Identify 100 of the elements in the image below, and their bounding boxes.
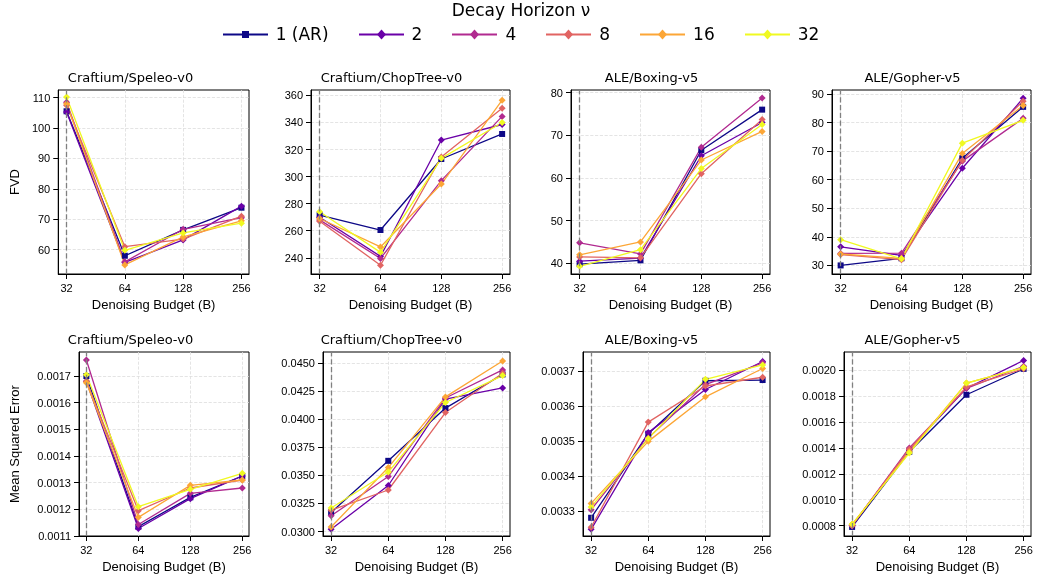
y-tick-label: 40 bbox=[811, 230, 824, 243]
y-tick-label: 0.0425 bbox=[280, 385, 315, 398]
y-tick-label: 0.0012 bbox=[801, 467, 836, 480]
x-tick-label: 64 bbox=[634, 281, 647, 294]
x-tick-label: 64 bbox=[373, 281, 387, 294]
y-tick-label: 90 bbox=[38, 152, 51, 165]
x-tick-label: 32 bbox=[573, 281, 586, 294]
x-tick-label: 128 bbox=[435, 543, 455, 556]
x-axis-title: Denoising Budget (B) bbox=[102, 559, 226, 574]
x-tick-label: 64 bbox=[132, 543, 145, 556]
y-tick-label: 60 bbox=[811, 173, 824, 186]
legend-label: 32 bbox=[797, 24, 820, 44]
y-tick-label: 90 bbox=[811, 88, 824, 100]
y-tick-label: 0.0034 bbox=[541, 470, 575, 483]
y-tick-label: 100 bbox=[31, 122, 51, 135]
y-tick-label: 50 bbox=[811, 202, 824, 215]
y-tick-label: 240 bbox=[284, 251, 303, 264]
y-tick-label: 0.0016 bbox=[801, 415, 836, 428]
chart-title: Craftium/ChopTree-v0 bbox=[320, 70, 462, 85]
x-tick-label: 32 bbox=[584, 543, 598, 556]
x-tick-label: 256 bbox=[232, 281, 251, 294]
x-tick-label: 128 bbox=[181, 543, 200, 556]
legend-label: 2 bbox=[411, 24, 423, 44]
y-tick-label: 0.0400 bbox=[280, 413, 315, 426]
x-tick-label: 256 bbox=[492, 281, 511, 294]
y-tick-label: 0.0325 bbox=[280, 497, 315, 510]
x-tick-label: 128 bbox=[431, 281, 450, 294]
x-axis-title: Denoising Budget (B) bbox=[869, 297, 993, 312]
x-tick-label: 64 bbox=[894, 281, 908, 294]
y-axis-title: FVD bbox=[7, 169, 22, 195]
y-tick-label: 0.0300 bbox=[280, 525, 315, 538]
x-tick-label: 32 bbox=[834, 281, 847, 294]
y-tick-label: 70 bbox=[38, 213, 51, 226]
y-tick-label: 0.0010 bbox=[801, 493, 836, 506]
y-tick-label: 0.0450 bbox=[280, 357, 315, 370]
x-tick-label: 128 bbox=[952, 281, 971, 294]
chart-title: ALE/Boxing-v5 bbox=[604, 70, 699, 85]
y-tick-label: 70 bbox=[550, 129, 563, 142]
y-tick-label: 70 bbox=[811, 145, 824, 158]
y-tick-label: 0.0014 bbox=[801, 441, 836, 454]
x-tick-label: 32 bbox=[60, 281, 73, 294]
y-tick-label: 0.0015 bbox=[37, 423, 71, 436]
y-tick-label: 40 bbox=[550, 257, 563, 270]
x-tick-label: 256 bbox=[492, 543, 512, 556]
y-tick-label: 0.0014 bbox=[37, 450, 71, 462]
chart-title: Craftium/ChopTree-v0 bbox=[320, 332, 462, 347]
x-tick-label: 32 bbox=[324, 543, 337, 556]
y-axis-title: Mean Squared Error bbox=[7, 384, 22, 503]
y-tick-label: 80 bbox=[550, 86, 563, 99]
x-tick-label: 32 bbox=[845, 543, 858, 556]
y-tick-label: 80 bbox=[811, 116, 824, 129]
y-tick-label: 0.0011 bbox=[38, 530, 71, 542]
x-axis-title: Denoising Budget (B) bbox=[354, 559, 478, 574]
y-tick-label: 340 bbox=[284, 116, 303, 129]
legend-label: 16 bbox=[693, 24, 715, 44]
x-axis-title: Denoising Budget (B) bbox=[91, 297, 216, 312]
y-tick-label: 0.0017 bbox=[37, 370, 71, 382]
y-tick-label: 320 bbox=[284, 143, 303, 156]
y-tick-label: 0.0016 bbox=[37, 396, 71, 409]
x-tick-label: 128 bbox=[173, 281, 193, 294]
x-tick-label: 64 bbox=[642, 543, 655, 556]
x-tick-label: 256 bbox=[752, 281, 772, 294]
legend-title: Decay Horizon ν bbox=[450, 0, 592, 20]
legend-label: 1 (AR) bbox=[275, 24, 329, 44]
x-tick-label: 64 bbox=[381, 543, 394, 556]
x-tick-label: 64 bbox=[118, 281, 131, 294]
y-tick-label: 60 bbox=[550, 171, 563, 184]
y-tick-label: 0.0018 bbox=[801, 390, 836, 403]
y-tick-label: 0.0375 bbox=[280, 441, 315, 454]
x-axis-title: Denoising Budget (B) bbox=[608, 297, 733, 312]
x-tick-label: 256 bbox=[1013, 543, 1033, 556]
y-tick-label: 0.0013 bbox=[37, 476, 71, 489]
y-tick-label: 360 bbox=[284, 89, 303, 102]
y-tick-label: 0.0020 bbox=[801, 364, 836, 377]
y-tick-label: 50 bbox=[550, 214, 563, 227]
y-tick-label: 60 bbox=[38, 243, 51, 256]
chart-title: ALE/Gopher-v5 bbox=[863, 332, 961, 347]
x-axis-title: Denoising Budget (B) bbox=[875, 559, 999, 574]
chart-title: Craftium/Speleo-v0 bbox=[67, 70, 194, 85]
x-tick-label: 128 bbox=[696, 543, 715, 556]
legend-label: 8 bbox=[599, 24, 611, 44]
y-tick-label: 0.0012 bbox=[37, 503, 71, 516]
y-tick-label: 0.0350 bbox=[280, 469, 315, 482]
y-tick-label: 0.0035 bbox=[541, 435, 575, 448]
y-tick-label: 300 bbox=[284, 170, 303, 183]
chart-title: ALE/Gopher-v5 bbox=[863, 70, 961, 85]
y-tick-label: 280 bbox=[284, 197, 303, 210]
y-tick-label: 0.0008 bbox=[801, 519, 836, 532]
x-tick-label: 32 bbox=[313, 281, 326, 294]
x-tick-label: 128 bbox=[956, 543, 976, 556]
x-tick-label: 256 bbox=[233, 543, 252, 556]
x-tick-label: 128 bbox=[692, 281, 711, 294]
chart-title: Craftium/Speleo-v0 bbox=[67, 332, 194, 347]
chart-title: ALE/Boxing-v5 bbox=[604, 332, 699, 347]
x-tick-label: 32 bbox=[80, 543, 93, 556]
y-tick-label: 30 bbox=[811, 259, 824, 272]
x-tick-label: 64 bbox=[902, 543, 915, 556]
x-axis-title: Denoising Budget (B) bbox=[614, 559, 739, 574]
y-tick-label: 0.0036 bbox=[541, 400, 575, 413]
y-tick-label: 110 bbox=[32, 91, 51, 104]
